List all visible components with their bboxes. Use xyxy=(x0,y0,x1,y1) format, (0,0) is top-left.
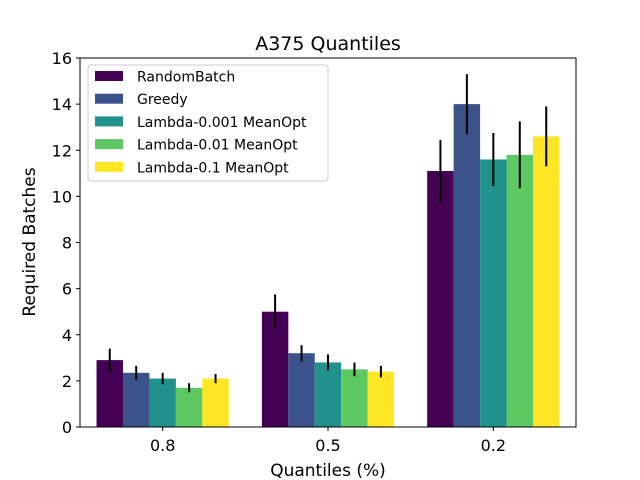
error-bars-group xyxy=(108,74,548,393)
x-tick-label: 0.2 xyxy=(481,436,506,455)
bar-4-2 xyxy=(341,369,368,427)
legend-label: Lambda-0.1 MeanOpt xyxy=(137,160,289,176)
legend-label: Lambda-0.001 MeanOpt xyxy=(137,115,307,131)
bar-3-1 xyxy=(149,378,176,427)
legend-swatch xyxy=(95,161,123,172)
y-tick-label: 8 xyxy=(62,234,72,253)
x-axis-label: Quantiles (%) xyxy=(270,461,386,480)
bar-5-2 xyxy=(367,371,395,427)
bar-3-3 xyxy=(480,159,507,428)
chart-title: A375 Quantiles xyxy=(255,33,401,55)
legend-swatch xyxy=(95,116,123,127)
y-tick-label: 4 xyxy=(62,326,72,345)
bar-1-3 xyxy=(427,171,454,427)
bar-5-3 xyxy=(533,136,560,427)
y-tick-label: 16 xyxy=(52,49,72,68)
y-tick-label: 14 xyxy=(52,95,72,114)
x-tick-label: 0.5 xyxy=(315,436,340,455)
bar-2-1 xyxy=(122,372,150,427)
y-tick-label: 2 xyxy=(62,372,72,391)
legend-swatch xyxy=(95,139,123,150)
bar-2-3 xyxy=(453,104,481,428)
x-tick-label: 0.8 xyxy=(150,436,175,455)
legend: RandomBatch Greedy Lambda-0.001 MeanOpt Lam… xyxy=(87,64,329,182)
bar-4-3 xyxy=(506,154,534,428)
bar-5-1 xyxy=(202,378,229,427)
y-tick-label: 10 xyxy=(52,187,72,206)
bar-2-2 xyxy=(288,353,315,427)
legend-label: Lambda-0.01 MeanOpt xyxy=(137,138,298,154)
x-axis-ticks: 0.8 0.5 0.2 xyxy=(150,427,506,455)
legend-swatch xyxy=(95,71,123,81)
legend-swatch xyxy=(95,93,123,104)
y-tick-label: 6 xyxy=(62,280,72,299)
y-axis-label: Required Batches xyxy=(20,167,40,316)
bar-1-2 xyxy=(261,311,289,427)
y-tick-label: 12 xyxy=(52,141,72,160)
y-tick-label: 0 xyxy=(62,418,72,437)
legend-label: RandomBatch xyxy=(137,70,235,86)
bars-group xyxy=(96,104,560,428)
legend-label: Greedy xyxy=(137,92,188,108)
bar-3-2 xyxy=(314,362,342,427)
y-axis-ticks: 0 2 4 6 8 10 12 14 16 xyxy=(52,49,80,437)
bar-4-1 xyxy=(175,387,203,427)
legend-box xyxy=(87,64,329,182)
